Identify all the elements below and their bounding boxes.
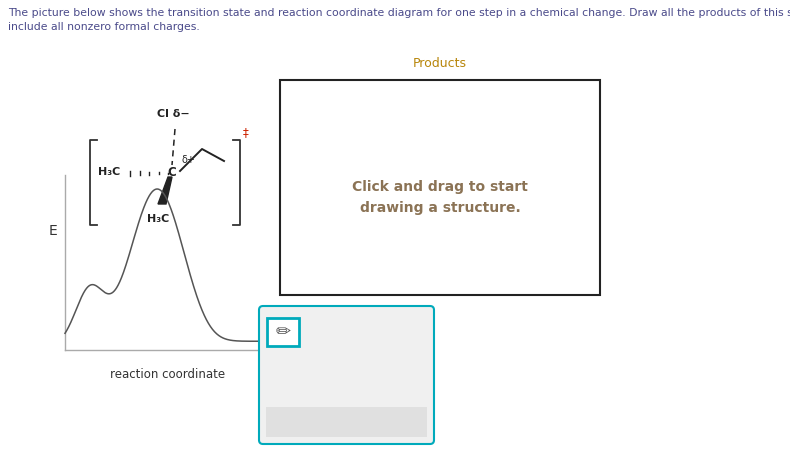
Text: H₃C: H₃C xyxy=(98,167,120,177)
Text: □⁺: □⁺ xyxy=(385,324,403,338)
Text: reaction coordinate: reaction coordinate xyxy=(110,368,225,381)
Bar xyxy=(280,80,600,295)
Text: The picture below shows the transition state and reaction coordinate diagram for: The picture below shows the transition s… xyxy=(8,8,790,32)
Text: Click and drag to start
drawing a structure.: Click and drag to start drawing a struct… xyxy=(352,180,528,215)
Text: Products: Products xyxy=(413,57,467,70)
Text: □⁻: □⁻ xyxy=(274,360,292,374)
Text: ⊡: ⊡ xyxy=(314,360,326,374)
Text: Cl δ−: Cl δ− xyxy=(156,109,190,119)
Polygon shape xyxy=(158,177,172,204)
Text: ✏: ✏ xyxy=(276,323,291,341)
Text: E: E xyxy=(48,224,57,238)
FancyBboxPatch shape xyxy=(259,306,434,444)
Text: ↻: ↻ xyxy=(393,413,408,431)
Text: ↺: ↺ xyxy=(338,413,354,431)
Bar xyxy=(266,407,427,437)
Text: C: C xyxy=(167,166,176,180)
Text: ☞: ☞ xyxy=(349,323,364,341)
Text: ‡: ‡ xyxy=(243,126,249,139)
Text: ⌫: ⌫ xyxy=(309,324,331,339)
Text: H₃C: H₃C xyxy=(147,214,169,224)
Text: ✕: ✕ xyxy=(285,415,297,429)
Text: δ+: δ+ xyxy=(182,155,196,165)
Bar xyxy=(267,318,299,346)
